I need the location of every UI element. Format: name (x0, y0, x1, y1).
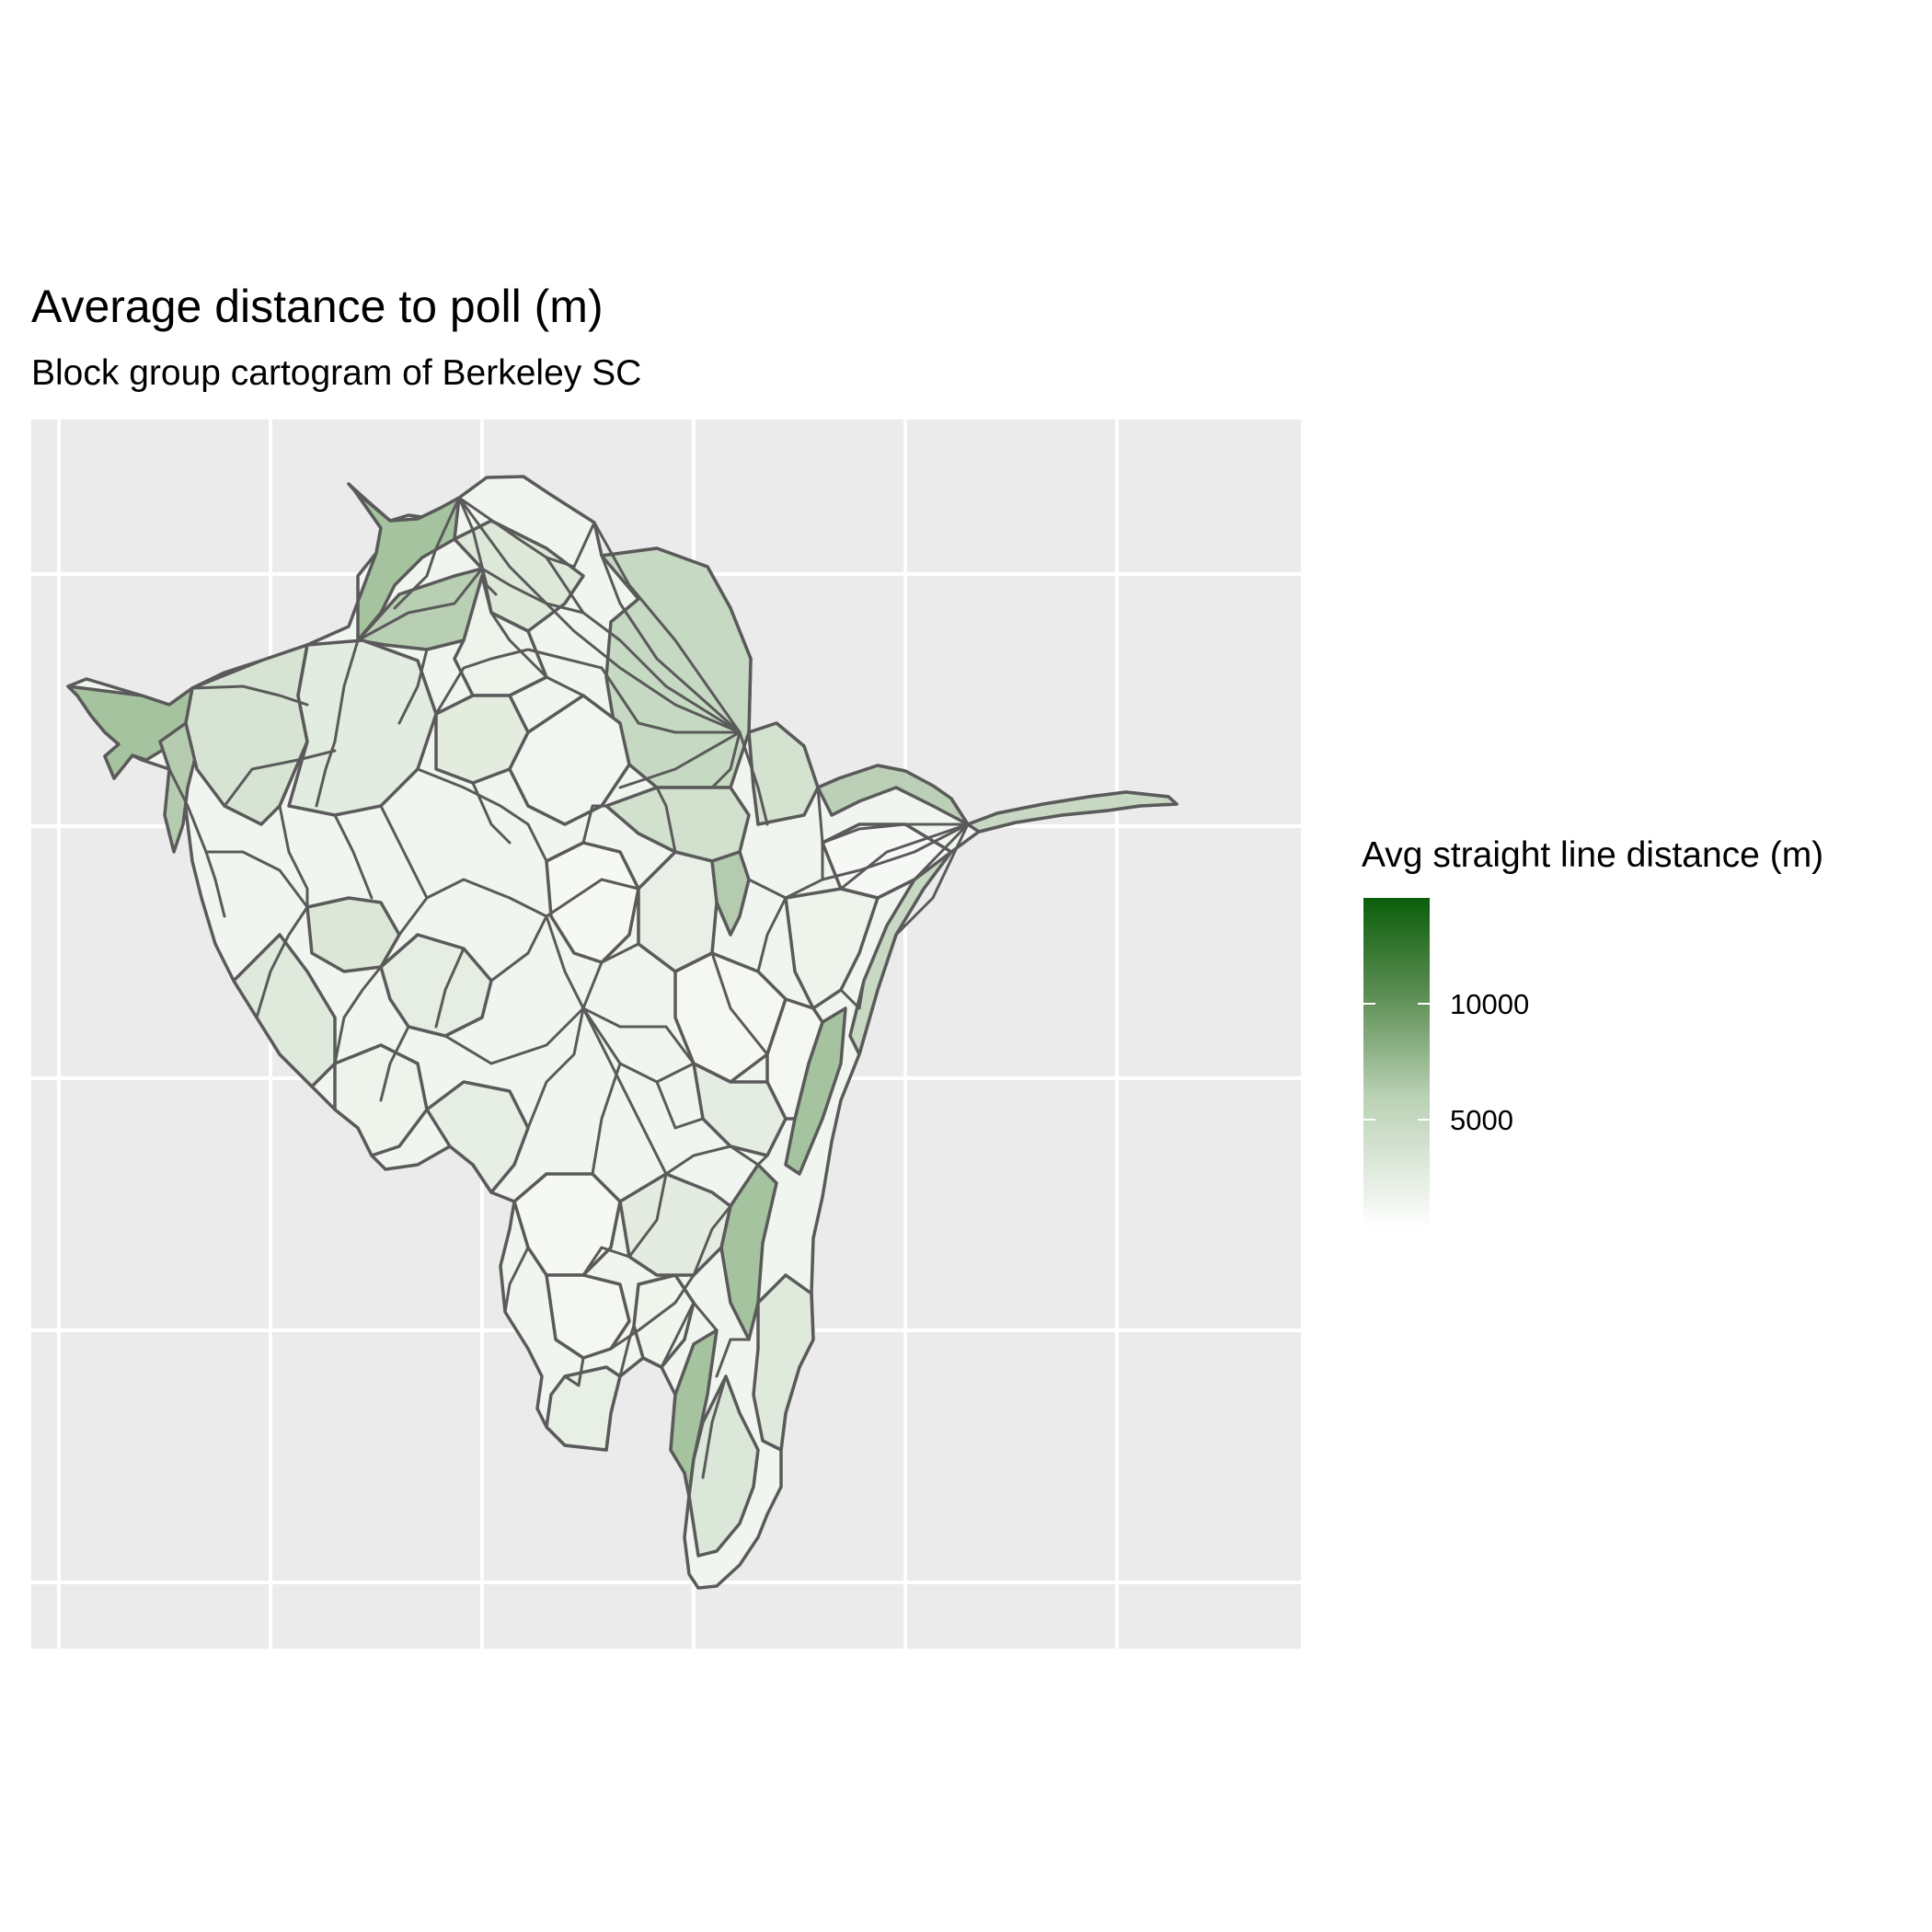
boundary-line (618, 730, 742, 789)
region (848, 850, 953, 1056)
boundary-line (393, 496, 461, 610)
boundary-line (526, 822, 548, 863)
boundary-line (416, 767, 530, 826)
boundary-line (756, 896, 788, 973)
boundary-line (563, 1356, 585, 1387)
boundary-line (710, 730, 742, 789)
boundary-line (397, 648, 429, 725)
region (747, 721, 820, 826)
boundary-line (747, 786, 824, 900)
boundary-line (545, 521, 596, 569)
chart-title: Average distance to poll (m) (31, 281, 604, 332)
boundary-line (471, 781, 512, 845)
boundary-line (600, 942, 677, 973)
boundary-line (457, 496, 498, 596)
region (784, 887, 880, 1010)
boundary-line (190, 684, 309, 707)
region (687, 1374, 760, 1558)
boundary-line (333, 813, 374, 900)
boundary-line (457, 496, 548, 559)
region (765, 997, 824, 1121)
boundary-line (664, 1144, 732, 1176)
boundary-line (591, 1062, 622, 1176)
boundary-line (581, 1006, 696, 1065)
boundary-line (379, 1025, 410, 1102)
legend-label: 10000 (1450, 988, 1530, 1020)
boundary-line (545, 556, 742, 734)
boundary-line (618, 1324, 636, 1378)
boundary-lines (167, 496, 970, 1479)
legend-label: 5000 (1450, 1104, 1513, 1136)
boundary-line (397, 878, 548, 937)
region (545, 841, 640, 964)
boundary-line (333, 965, 383, 1065)
region (816, 764, 970, 826)
boundary-line (710, 951, 769, 1056)
boundary-line (545, 878, 640, 918)
region (512, 1172, 622, 1277)
boundary-line (692, 1204, 732, 1277)
region (66, 684, 194, 780)
block-groups (66, 475, 1179, 1590)
boundary-line (876, 822, 970, 900)
boundary-line (443, 1006, 585, 1065)
boundary-line (581, 1006, 668, 1176)
boundary-line (581, 1006, 696, 1084)
region (353, 489, 461, 642)
boundary-line (729, 1144, 769, 1167)
boundary-line (839, 979, 866, 1010)
boundary-line (609, 1273, 696, 1351)
chart-subtitle: Block group cartogram of Berkeley SC (31, 353, 642, 393)
region (604, 786, 751, 863)
boundary-line (434, 648, 604, 716)
boundary-line (821, 822, 970, 845)
boundary-line (660, 1301, 719, 1369)
boundary-line (627, 1172, 668, 1259)
boundary-line (600, 554, 742, 734)
boundary-line (600, 666, 742, 734)
boundary-line (545, 914, 604, 1010)
region (305, 896, 401, 973)
boundary-line (503, 1246, 530, 1314)
legend-colorbar (1363, 898, 1430, 1229)
boundary-line (434, 947, 466, 1029)
boundary-line (839, 822, 970, 891)
boundary-line (655, 786, 677, 854)
boundary-line (655, 1080, 705, 1130)
boundary-line (592, 521, 742, 734)
boundary-line (255, 905, 309, 1019)
region (692, 1062, 788, 1157)
boundary-line (526, 1006, 585, 1130)
legend-tick (1363, 1003, 1430, 1005)
boundary-line (223, 749, 337, 808)
boundary-line (701, 1374, 728, 1479)
boundary-line (480, 567, 585, 615)
region (545, 1273, 631, 1360)
boundary-line (738, 730, 769, 826)
legend-tick (1363, 1119, 1430, 1121)
boundary-line (591, 1172, 622, 1203)
boundary-line (894, 822, 970, 937)
boundary-line (315, 638, 360, 808)
region (752, 1273, 815, 1452)
boundary-line (489, 914, 548, 983)
boundary-line (204, 850, 309, 909)
map-panel (31, 420, 1301, 1649)
region (966, 790, 1179, 834)
boundary-line (581, 1246, 631, 1277)
boundary-line (457, 496, 548, 605)
region (425, 1080, 530, 1194)
region (545, 1365, 622, 1452)
boundary-line (821, 822, 970, 881)
boundary-line (715, 1338, 751, 1378)
cartogram-map (31, 420, 1301, 1649)
boundary-line (379, 804, 429, 900)
boundary-line (545, 602, 742, 734)
boundary-line (356, 567, 484, 642)
region (379, 933, 493, 1038)
legend-title: Avg straight line distance (m) (1362, 835, 1824, 875)
boundary-line (489, 611, 622, 725)
boundary-line (581, 804, 608, 845)
boundary-line (278, 804, 309, 909)
